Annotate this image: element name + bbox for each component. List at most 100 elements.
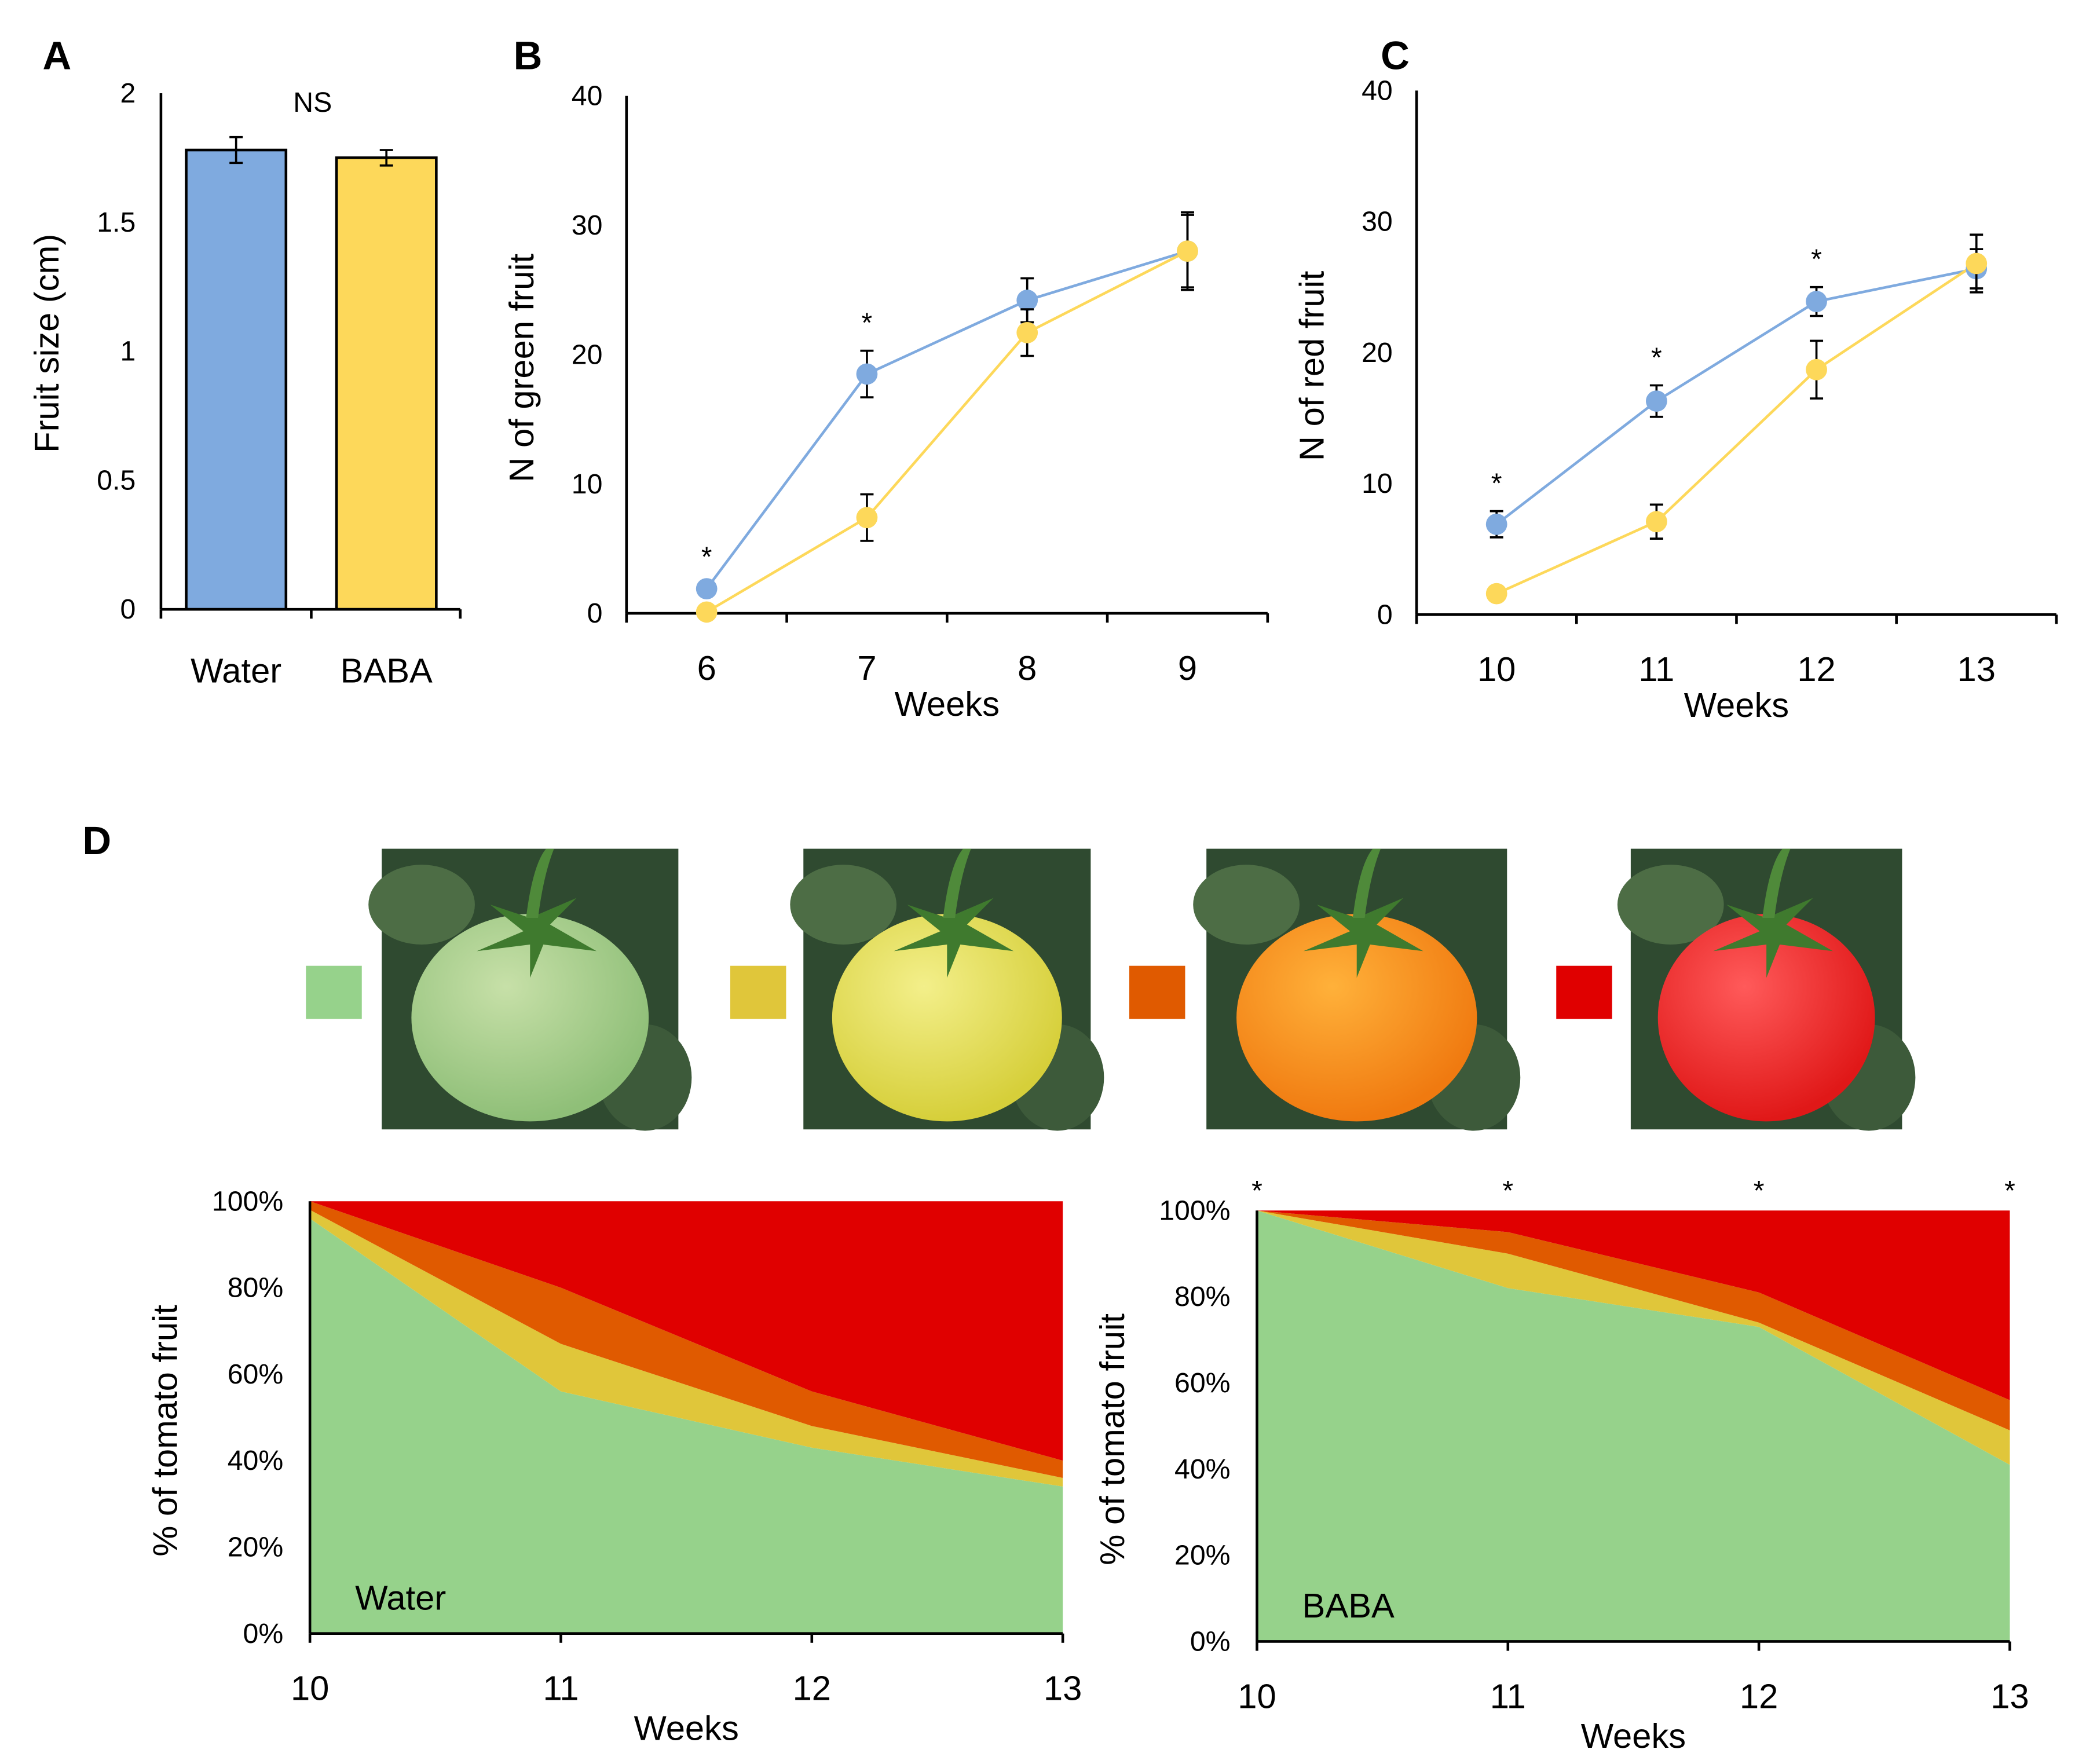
y-axis-label: N of green fruit xyxy=(502,253,541,482)
x-axis-label: Weeks xyxy=(1684,686,1789,724)
y-axis-label: Fruit size (cm) xyxy=(27,234,66,453)
y-tick-label: 0 xyxy=(120,594,136,625)
photo-tomato-yellow xyxy=(790,848,1104,1131)
data-point-baba xyxy=(1177,240,1198,262)
y-tick-label: 40 xyxy=(1362,75,1393,106)
photo-tomato-orange xyxy=(1193,848,1521,1131)
area-green xyxy=(310,1218,1063,1634)
y-tick-label: 0 xyxy=(1377,599,1393,630)
swatch-yellow xyxy=(730,965,786,1019)
y-tick-label: 20% xyxy=(1174,1540,1231,1571)
significance-star: * xyxy=(1502,1175,1513,1206)
leaf xyxy=(1617,865,1724,945)
series-line-baba xyxy=(1496,262,1978,595)
x-tick-label: 11 xyxy=(1638,650,1674,689)
tomato-fruit xyxy=(1236,914,1477,1122)
y-axis-label: N of red fruit xyxy=(1292,270,1331,461)
photo-tomato-green xyxy=(368,848,692,1131)
x-tick-label: 6 xyxy=(697,649,716,687)
ripening-stage-legend xyxy=(306,848,1916,1131)
panel-label-a: A xyxy=(42,34,71,78)
tomato-calyx xyxy=(1713,898,1833,978)
area-orange xyxy=(310,1201,1063,1478)
tomato-fruit xyxy=(832,914,1062,1122)
x-tick-label: 11 xyxy=(1490,1677,1526,1715)
x-tick-label: BABA xyxy=(341,651,433,690)
x-axis-label: Weeks xyxy=(895,685,1000,723)
tomato-fruit xyxy=(411,914,649,1122)
x-tick-label: 8 xyxy=(1018,649,1037,687)
significance-star: * xyxy=(1491,467,1502,499)
data-point-baba xyxy=(1485,583,1507,605)
significance-star: * xyxy=(701,541,712,573)
y-tick-label: 20% xyxy=(228,1531,284,1562)
swatch-green xyxy=(306,965,362,1019)
y-axis-label: % of tomato fruit xyxy=(1093,1313,1132,1565)
series-line-water xyxy=(1495,267,1977,526)
y-tick-label: 100% xyxy=(212,1185,283,1217)
y-tick-label: 80% xyxy=(1174,1281,1231,1312)
tomato-fruit xyxy=(1657,914,1875,1122)
tomato-stem xyxy=(1352,848,1381,918)
y-tick-label: 0 xyxy=(587,598,603,629)
x-tick-label: 12 xyxy=(793,1669,831,1708)
significance-label: NS xyxy=(293,87,332,118)
bar-baba xyxy=(335,156,438,611)
series-line-water xyxy=(705,250,1188,590)
y-tick-label: 20 xyxy=(1362,337,1393,368)
y-tick-label: 10 xyxy=(1362,468,1393,499)
y-tick-label: 1 xyxy=(120,336,136,367)
area-green xyxy=(1257,1210,2010,1642)
significance-star: * xyxy=(1251,1175,1262,1206)
x-tick-label: 7 xyxy=(857,649,876,687)
tomato-stem xyxy=(943,848,971,918)
data-point-water xyxy=(1016,290,1038,311)
chart-d-baba: 0% 20% 40% 60% 80% 100% % of tomato fruit 10 11 1… xyxy=(1093,1175,2029,1755)
tomato-stem xyxy=(526,848,554,918)
y-tick-label: 30 xyxy=(1362,206,1393,237)
data-point-water xyxy=(856,363,878,385)
swatch-red xyxy=(1556,965,1612,1019)
data-point-baba xyxy=(856,507,878,529)
bar-water xyxy=(185,148,288,611)
y-tick-label: 0% xyxy=(1190,1626,1231,1657)
chart-b: 0 10 20 30 40 N of green fruit 6 7 8 9 Weeks * * xyxy=(502,80,1269,723)
y-axis-label: % of tomato fruit xyxy=(145,1305,184,1557)
y-tick-label: 40% xyxy=(1174,1454,1231,1485)
data-point-baba xyxy=(1016,321,1038,343)
leaf xyxy=(1193,865,1300,945)
y-tick-label: 60% xyxy=(1174,1367,1231,1399)
data-point-baba xyxy=(1806,358,1827,380)
y-tick-label: 100% xyxy=(1159,1195,1230,1226)
tomato-calyx xyxy=(477,898,597,978)
y-tick-label: 60% xyxy=(228,1359,284,1390)
significance-star: * xyxy=(1651,342,1662,373)
area-red xyxy=(310,1201,1063,1461)
panel-label-d: D xyxy=(82,818,111,863)
x-tick-label: 10 xyxy=(1477,650,1516,689)
panel-label-b: B xyxy=(514,34,543,78)
x-tick-label: 10 xyxy=(1238,1677,1276,1715)
swatch-orange xyxy=(1129,965,1185,1019)
y-tick-label: 10 xyxy=(572,469,603,500)
x-axis-label: Weeks xyxy=(1581,1717,1686,1755)
chart-a: 0 0.5 1 1.5 2 Fruit size (cm) Water BABA NS xyxy=(27,78,462,690)
data-point-baba xyxy=(1645,511,1667,533)
chart-c: 0 10 20 30 40 N of red fruit 10 11 12 13 Weeks * * * xyxy=(1292,75,2058,724)
significance-star: * xyxy=(862,307,873,338)
y-tick-label: 20 xyxy=(572,339,603,370)
leaf xyxy=(790,865,897,945)
photo-tomato-red xyxy=(1617,848,1916,1131)
panel-label-c: C xyxy=(1381,34,1410,78)
data-point-water xyxy=(1806,291,1827,313)
y-tick-label: 2 xyxy=(120,78,136,109)
significance-star: * xyxy=(1811,244,1822,275)
data-point-water xyxy=(1485,513,1507,535)
x-tick-label: 13 xyxy=(1044,1669,1082,1708)
x-tick-label: Water xyxy=(191,651,281,690)
chart-d-water: 0% 20% 40% 60% 80% 100% % of tomato fruit 10 11 1… xyxy=(145,1185,1082,1747)
x-tick-label: 13 xyxy=(1957,650,1996,689)
x-tick-label: 12 xyxy=(1797,650,1835,689)
x-tick-label: 10 xyxy=(291,1669,329,1708)
